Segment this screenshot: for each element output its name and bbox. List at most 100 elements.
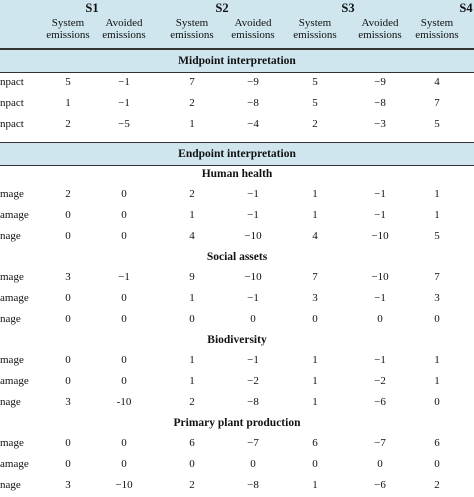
cell-value: −1 xyxy=(247,292,259,304)
cell-value: −1 xyxy=(374,354,386,366)
table-row: nage 0 0 4 −10 4 −10 5 xyxy=(0,227,474,248)
table-row: npact 1 −1 2 −8 5 −8 7 xyxy=(0,94,474,115)
cell-value: 0 xyxy=(65,313,71,325)
cell-value: 1 xyxy=(312,188,318,200)
cell-value: −8 xyxy=(247,479,259,491)
cell-value: 1 xyxy=(312,375,318,387)
header-subcolumn: System emissions xyxy=(415,17,459,41)
cell-value: 6 xyxy=(189,437,195,449)
header-group-s2: S2 xyxy=(215,1,229,15)
cell-value: 5 xyxy=(312,97,318,109)
subsection-heading: Social assets xyxy=(206,251,268,263)
cell-value: -10 xyxy=(116,396,132,408)
cell-value: 0 xyxy=(250,458,256,470)
cell-value: −4 xyxy=(247,118,259,130)
cell-value: 3 xyxy=(434,292,440,304)
row-label: amage xyxy=(0,375,29,387)
section-heading: Midpoint interpretation xyxy=(0,49,474,73)
cell-value: 0 xyxy=(65,230,71,242)
cell-value: 3 xyxy=(312,292,318,304)
cell-value: 2 xyxy=(65,118,71,130)
cell-value: 7 xyxy=(434,271,440,283)
header-subcolumn: Avoided emissions xyxy=(231,17,275,41)
row-label: npact xyxy=(0,118,24,130)
cell-value: 1 xyxy=(434,209,440,221)
cell-value: −1 xyxy=(247,209,259,221)
header-group-s3: S3 xyxy=(341,1,355,15)
cell-value: 1 xyxy=(434,188,440,200)
row-label: mage xyxy=(0,188,24,200)
cell-value: −9 xyxy=(247,76,259,88)
table-row: amage 0 0 1 −1 1 −1 1 xyxy=(0,206,474,227)
cell-value: 0 xyxy=(121,209,127,221)
cell-value: −1 xyxy=(374,209,386,221)
cell-value: 1 xyxy=(189,375,195,387)
cell-value: −3 xyxy=(374,118,386,130)
cell-value: 1 xyxy=(65,97,71,109)
cell-value: −6 xyxy=(374,396,386,408)
cell-value: 3 xyxy=(65,271,71,283)
cell-value: 2 xyxy=(189,479,195,491)
cell-value: 0 xyxy=(65,437,71,449)
cell-value: 3 xyxy=(65,396,71,408)
cell-value: −10 xyxy=(371,271,389,283)
cell-value: −1 xyxy=(247,354,259,366)
cell-value: 4 xyxy=(189,230,195,242)
cell-value: −8 xyxy=(247,97,259,109)
table-row: mage 0 0 1 −1 1 −1 1 xyxy=(0,351,474,372)
subsection-heading: Biodiversity xyxy=(207,334,267,346)
cell-value: 1 xyxy=(312,209,318,221)
cell-value: −10 xyxy=(371,230,389,242)
cell-value: 0 xyxy=(121,292,127,304)
cell-value: 0 xyxy=(65,458,71,470)
cell-value: 0 xyxy=(312,458,318,470)
cell-value: 3 xyxy=(65,479,71,491)
cell-value: 6 xyxy=(434,437,440,449)
cell-value: 5 xyxy=(312,76,318,88)
cell-value: 7 xyxy=(434,97,440,109)
row-label: amage xyxy=(0,458,29,470)
cell-value: −2 xyxy=(374,375,386,387)
cell-value: −1 xyxy=(118,97,130,109)
cell-value: 2 xyxy=(189,396,195,408)
cell-value: 1 xyxy=(312,479,318,491)
cell-value: 0 xyxy=(189,313,195,325)
cell-value: −1 xyxy=(374,188,386,200)
cell-value: −5 xyxy=(118,118,130,130)
cell-value: −1 xyxy=(118,76,130,88)
table-row: nage 0 0 0 0 0 0 0 xyxy=(0,310,474,331)
cell-value: 7 xyxy=(312,271,318,283)
cell-value: 0 xyxy=(434,396,440,408)
header-subcolumn: System emissions xyxy=(293,17,337,41)
table-row: nage 3 −10 2 −8 1 −6 2 xyxy=(0,476,474,497)
header-subcolumn: Avoided emissions xyxy=(358,17,402,41)
header-subcolumn: System emissions xyxy=(46,17,90,41)
cell-value: 0 xyxy=(121,230,127,242)
cell-value: 5 xyxy=(434,230,440,242)
row-label: mage xyxy=(0,354,24,366)
table-row: npact 5 −1 7 −9 5 −9 4 xyxy=(0,73,474,94)
row-label: mage xyxy=(0,437,24,449)
table-row: mage 2 0 2 −1 1 −1 1 xyxy=(0,185,474,206)
cell-value: 5 xyxy=(434,118,440,130)
cell-value: 0 xyxy=(121,458,127,470)
table-row: amage 0 0 1 −2 1 −2 1 xyxy=(0,372,474,393)
cell-value: 1 xyxy=(189,292,195,304)
cell-value: 5 xyxy=(65,76,71,88)
cell-value: −1 xyxy=(374,292,386,304)
cell-value: 0 xyxy=(434,313,440,325)
table-row: mage 3 −1 9 −10 7 −10 7 xyxy=(0,268,474,289)
cell-value: 9 xyxy=(189,271,195,283)
cell-value: 2 xyxy=(434,479,440,491)
cell-value: −8 xyxy=(247,396,259,408)
cell-value: 2 xyxy=(65,188,71,200)
cell-value: 1 xyxy=(312,354,318,366)
row-label: nage xyxy=(0,479,21,491)
cell-value: 0 xyxy=(189,458,195,470)
row-label: npact xyxy=(0,97,24,109)
cell-value: −1 xyxy=(118,271,130,283)
cell-value: −7 xyxy=(374,437,386,449)
row-label: nage xyxy=(0,396,21,408)
cell-value: 0 xyxy=(65,354,71,366)
cell-value: 2 xyxy=(189,97,195,109)
